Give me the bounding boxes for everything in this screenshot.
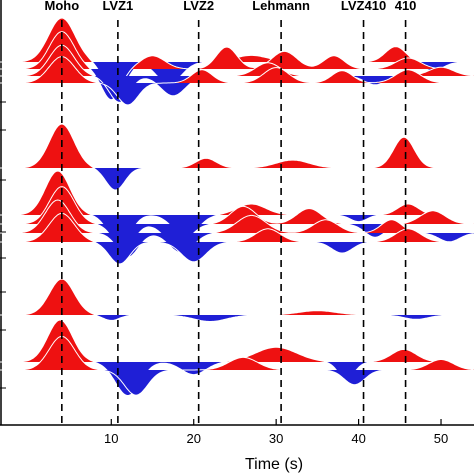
x-tick-label: 50 (434, 431, 448, 446)
x-tick-label: 10 (104, 431, 118, 446)
x-tick-label: 20 (186, 431, 200, 446)
plot-frame (0, 0, 474, 426)
trace-positive-fill (0, 213, 474, 242)
trace-group (0, 319, 474, 396)
traces-layer (0, 17, 474, 396)
phase-label: LVZ2 (183, 0, 214, 13)
trace-group (0, 17, 474, 106)
phase-labels: Moho LVZ1 LVZ2 Lehmann LVZ410 410 (44, 0, 416, 13)
phase-label: Moho (44, 0, 79, 13)
trace-negative-fill (0, 315, 474, 322)
trace-negative-fill (0, 83, 474, 105)
trace-positive-fill (0, 279, 474, 315)
trace-positive-fill (0, 124, 474, 168)
trace-group (0, 170, 474, 265)
x-axis-ticks: 10 20 30 40 50 (104, 419, 448, 446)
x-axis-label: Time (s) (245, 456, 303, 473)
phase-label: LVZ410 (341, 0, 386, 13)
trace-line (0, 213, 474, 265)
trace-line (0, 199, 474, 258)
trace-group (0, 278, 474, 322)
phase-label: Lehmann (252, 0, 310, 13)
trace-line (0, 278, 474, 322)
trace-line (0, 336, 474, 396)
x-tick-label: 40 (351, 431, 365, 446)
trace-positive-fill (0, 336, 474, 370)
trace-negative-fill (0, 168, 474, 190)
trace-positive-fill (0, 56, 474, 83)
trace-negative-fill (0, 242, 474, 264)
trace-line (0, 31, 474, 101)
phase-markers (61, 20, 407, 425)
trace-line (0, 56, 474, 106)
trace-negative-fill (0, 370, 474, 396)
trace-line (0, 123, 474, 191)
x-tick-label: 30 (269, 431, 283, 446)
phase-label: LVZ1 (102, 0, 133, 13)
trace-group (0, 123, 474, 191)
phase-label: 410 (395, 0, 417, 13)
